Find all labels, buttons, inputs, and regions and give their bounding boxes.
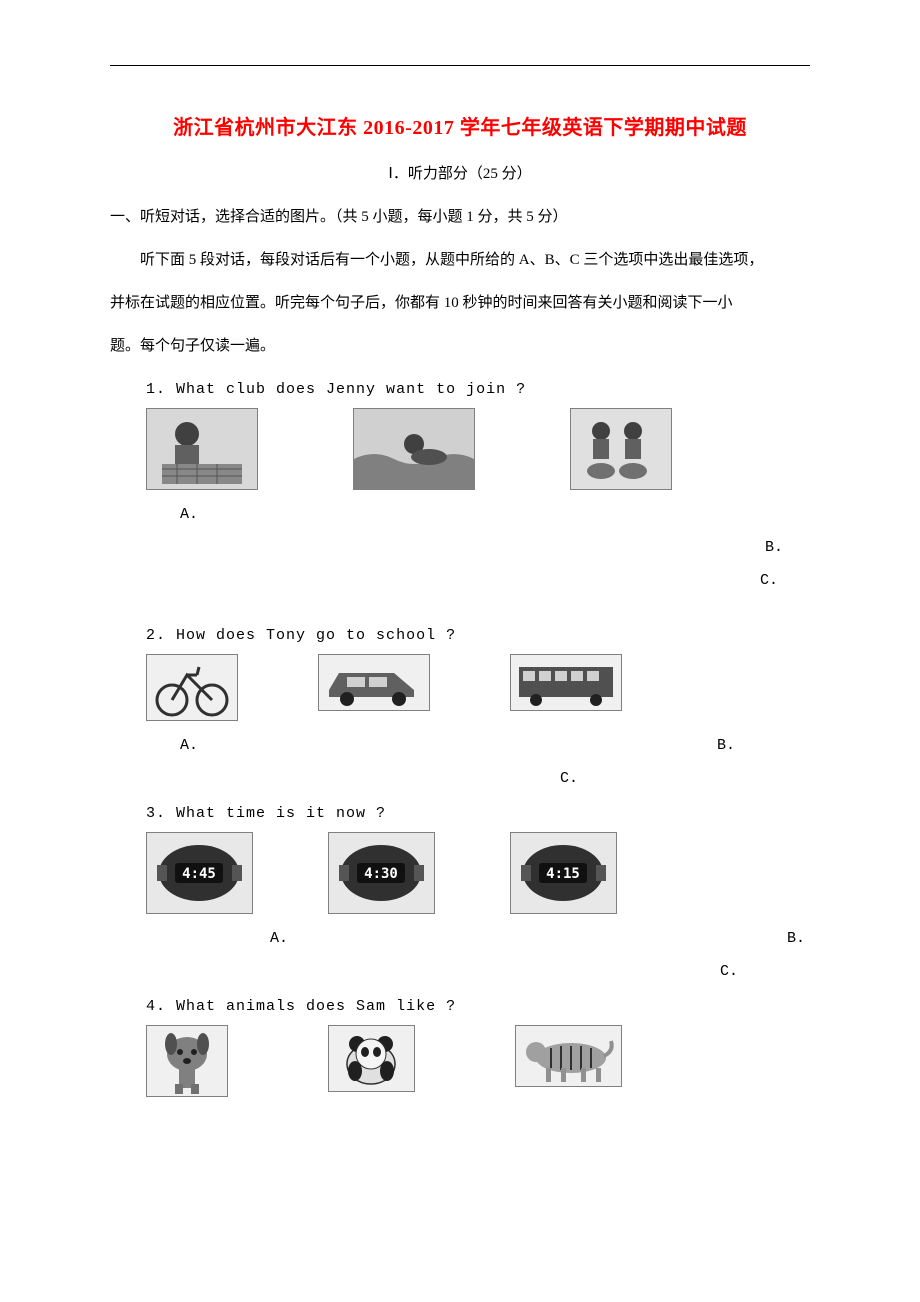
question-3: 3. What time is it now ? — [110, 805, 810, 822]
answer-label-c: C. — [760, 564, 778, 597]
image-car — [318, 654, 430, 711]
image-dog — [146, 1025, 228, 1097]
question-number: 3. — [146, 805, 166, 822]
question-3-answers: A. B. C. — [110, 922, 810, 988]
exam-title: 浙江省杭州市大江东 2016-2017 学年七年级英语下学期期中试题 — [110, 111, 810, 140]
image-bus — [510, 654, 622, 711]
question-number: 1. — [146, 381, 166, 398]
image-watch-430: 4:30 — [328, 832, 435, 914]
watch-time-3: 4:15 — [546, 866, 580, 882]
image-drums — [570, 408, 672, 490]
answer-label-b: B. — [787, 922, 805, 955]
question-3-images: 4:45 4:30 4:15 — [110, 832, 810, 914]
question-text: How does Tony go to school ? — [176, 627, 456, 644]
image-swimming — [353, 408, 475, 490]
image-chess-girl — [146, 408, 258, 490]
question-number: 2. — [146, 627, 166, 644]
question-4-images — [110, 1025, 810, 1097]
image-watch-415: 4:15 — [510, 832, 617, 914]
question-2: 2. How does Tony go to school ? — [110, 627, 810, 644]
question-text: What club does Jenny want to join ? — [176, 381, 526, 398]
part1-heading: 一、听短对话，选择合适的图片。（共 5 小题，每小题 1 分，共 5 分） — [110, 201, 810, 234]
section-header: Ⅰ．听力部分（25 分） — [110, 162, 810, 183]
answer-label-a: A. — [180, 729, 198, 762]
exam-page: 浙江省杭州市大江东 2016-2017 学年七年级英语下学期期中试题 Ⅰ．听力部… — [0, 0, 920, 1165]
question-text: What animals does Sam like ? — [176, 998, 456, 1015]
question-2-answers: A. B. C. — [110, 729, 810, 795]
question-text: What time is it now ? — [176, 805, 386, 822]
answer-label-a: A. — [270, 922, 288, 955]
image-watch-445: 4:45 — [146, 832, 253, 914]
image-bicycle — [146, 654, 238, 721]
page-top-rule — [110, 65, 810, 66]
question-number: 4. — [146, 998, 166, 1015]
answer-label-c: C. — [560, 762, 578, 795]
answer-label-b: B. — [765, 531, 783, 564]
image-tiger — [515, 1025, 622, 1087]
watch-time-2: 4:30 — [364, 866, 398, 882]
answer-label-b: B. — [717, 729, 735, 762]
question-1: 1. What club does Jenny want to join ? — [110, 381, 810, 398]
answer-label-c: C. — [720, 955, 738, 988]
image-panda — [328, 1025, 415, 1092]
part1-instruction-line3: 题。每个句子仅读一遍。 — [110, 330, 810, 363]
watch-time-1: 4:45 — [182, 866, 216, 882]
question-2-images — [110, 654, 810, 721]
question-4: 4. What animals does Sam like ? — [110, 998, 810, 1015]
part1-instruction-line1: 听下面 5 段对话，每段对话后有一个小题，从题中所给的 A、B、C 三个选项中选… — [110, 244, 810, 277]
part1-instruction-line2: 并标在试题的相应位置。听完每个句子后，你都有 10 秒钟的时间来回答有关小题和阅… — [110, 287, 810, 320]
question-1-answers: A. B. C. — [110, 498, 810, 597]
question-1-images — [110, 408, 810, 490]
answer-label-a: A. — [180, 498, 198, 531]
